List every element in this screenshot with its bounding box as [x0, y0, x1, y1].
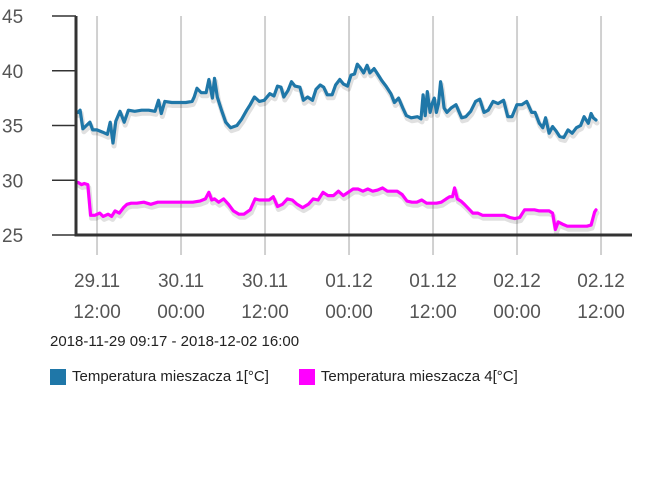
legend-label-series-1: Temperatura mieszacza 1[°C] [72, 368, 269, 385]
date-range-label: 2018-11-29 09:17 - 2018-12-02 16:00 [50, 333, 300, 350]
series-shadow-2 [76, 182, 600, 235]
legend-label-series-2: Temperatura mieszacza 4[°C] [320, 368, 518, 385]
legend: Temperatura mieszacza 1[°C] Temperatura … [50, 368, 518, 385]
series-line-1 [76, 62, 598, 145]
legend-swatch-series-2 [298, 368, 315, 385]
y-tick-label: 25 [2, 226, 23, 247]
chart-area: 25 30 35 40 45 29.11 12:00 30.11 00:00 30.11 12:0… [2, 7, 632, 323]
x-tick-label-time: 00:00 [493, 302, 541, 323]
x-tick-label-date: 01.12 [409, 271, 457, 292]
x-tick-label-date: 30.11 [242, 271, 288, 292]
x-tick-label-time: 12:00 [409, 302, 457, 323]
y-axis-ticks: 25 30 35 40 45 [2, 7, 76, 247]
x-tick-label-date: 01.12 [325, 271, 373, 292]
series-shadow-1 [76, 64, 600, 149]
x-tick-label-time: 12:00 [73, 302, 121, 323]
x-tick-label-date: 29.11 [74, 271, 120, 292]
series-line-2 [76, 180, 598, 232]
x-tick-label-time: 12:00 [241, 302, 289, 323]
series-lines [76, 62, 598, 232]
series-shadows [76, 64, 600, 235]
legend-item-series-1[interactable]: Temperatura mieszacza 1[°C] [50, 368, 269, 385]
y-tick-label: 30 [2, 171, 23, 192]
x-tick-label-time: 00:00 [157, 302, 205, 323]
x-tick-label-date: 02.12 [577, 271, 625, 292]
legend-item-series-2[interactable]: Temperatura mieszacza 4[°C] [298, 368, 518, 385]
legend-swatch-series-1 [50, 368, 66, 385]
x-axis-ticks: 29.11 12:00 30.11 00:00 30.11 12:00 01.12 00:00… [73, 271, 625, 323]
x-tick-label-date: 30.11 [158, 271, 204, 292]
x-tick-label-date: 02.12 [493, 271, 541, 292]
y-tick-label: 40 [2, 62, 23, 83]
y-tick-label: 45 [2, 7, 23, 28]
y-tick-label: 35 [2, 117, 23, 138]
x-tick-label-time: 12:00 [577, 302, 625, 323]
x-tick-label-time: 00:00 [325, 302, 373, 323]
grid-lines [96, 16, 603, 255]
